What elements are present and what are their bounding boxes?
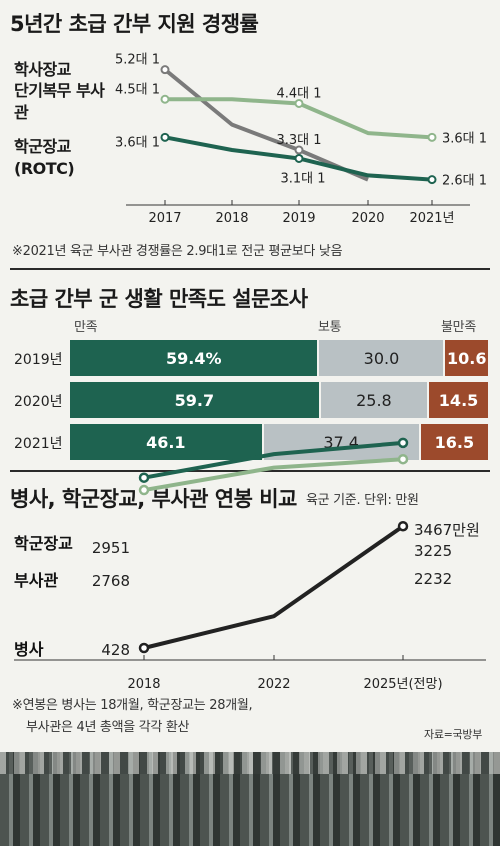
chart1-point [160,132,170,142]
chart3-point [397,437,409,449]
chart3-note-line1: ※연봉은 병사는 18개월, 학군장교는 28개월, [12,698,253,713]
chart1-series-label-bu: 단기복무 부사관 [14,81,105,122]
chart3-note-line2: 부사관은 4년 총액을 각각 환산 [26,720,190,735]
chart3-tick-label: 2022 [257,677,290,692]
chart2-year-label: 2020년 [14,394,63,410]
chart3-title: 병사, 학군장교, 부사관 연봉 비교 [10,487,297,511]
chart1-value-label: 3.6대 1 [115,135,160,150]
chart3-end-value: 2232 [414,570,452,588]
chart2-legend-neutral: 보통 [318,320,342,335]
chart1-series-line [163,68,369,182]
chart1-point [294,98,304,108]
chart1-point [294,153,304,163]
chart2-year-label: 2021년 [14,436,63,452]
chart3-start-value: 2951 [92,539,130,557]
chart3-series-name: 부사관 [14,571,58,590]
chart2-bar-segment: 10.6 [445,340,488,376]
chart2-bar-segment: 30.0 [319,340,444,376]
chart3-end-value: 3467만원 [414,521,480,539]
chart2-bar-segment: 59.4% [70,340,318,376]
chart2-bar-segment: 59.7 [70,382,319,418]
chart3-end-value: 3225 [414,542,452,560]
chart1-value-label: 3.3대 1 [276,133,321,148]
chart1-value-label: 5.2대 1 [115,53,160,68]
chart1-value-label: 2.6대 1 [442,174,487,189]
chart1-tick-label: 2019 [282,211,315,226]
chart1-note: ※2021년 육군 부사관 경쟁률은 2.9대1로 전군 평균보다 낮음 [12,244,343,259]
chart1-tick-label: 2020 [351,211,384,226]
chart3-subtitle: 육군 기준. 단위: 만원 [306,493,419,508]
chart3-point [138,484,150,496]
chart3-series-line [143,440,404,480]
chart2-title: 초급 간부 군 생활 만족도 설문조사 [10,287,308,311]
chart3-tick-label: 2018 [127,677,160,692]
chart1-value-label: 3.1대 1 [280,171,325,186]
chart1-svg: 2017 2018 2019 2020 2021년 5.2대 1 3.3대 1 4.5대 1… [115,53,487,226]
chart1-point [427,175,437,185]
chart2-bar-segment: 46.1 [70,424,262,460]
chart3-tick-label: 2025년(전망) [363,677,442,692]
section-divider [10,268,490,270]
chart3-series-name: 병사 [14,640,44,659]
chart3-point [138,642,150,654]
chart1-series-label-haksa: 학사장교 [14,60,71,79]
chart1-point [427,132,437,142]
soldiers-photo-caps [0,752,500,774]
chart1-point [160,94,170,104]
chart1-tick-label: 2018 [215,211,248,226]
chart3-start-value: 2768 [92,572,130,590]
chart3-point [397,520,409,532]
chart1-point [160,65,170,75]
chart3-point [397,453,409,465]
chart1-title: 5년간 초급 간부 지원 경쟁률 [10,12,259,36]
chart1-value-label: 3.6대 1 [442,131,487,146]
chart2-bar-segment: 25.8 [320,382,428,418]
chart3-source: 자료=국방부 [424,728,483,741]
chart2-legend-dissatisfied: 불만족 [441,320,476,335]
chart3-series-name: 학군장교 [14,534,73,553]
chart3-start-value: 428 [101,641,130,659]
chart1-value-label: 4.4대 1 [276,86,321,101]
chart1-series-label-rotc-text: 학군장교 (ROTC) [14,137,75,178]
chart1-value-label: 4.5대 1 [115,82,160,97]
chart2-legend-satisfied: 만족 [74,320,98,335]
chart2-bar-segment: 14.5 [429,382,488,418]
chart3-series-line [143,457,404,493]
chart1-series-label-rotc: 학군장교 (ROTC) [14,136,114,180]
chart1-tick-label: 2021년 [409,211,454,226]
chart3-point [138,472,150,483]
chart2-year-label: 2019년 [14,352,63,368]
chart2-bar-segment: 16.5 [420,424,488,460]
chart3-series-line [143,524,405,650]
chart1-point [294,145,304,155]
chart1-tick-label: 2017 [148,211,181,226]
